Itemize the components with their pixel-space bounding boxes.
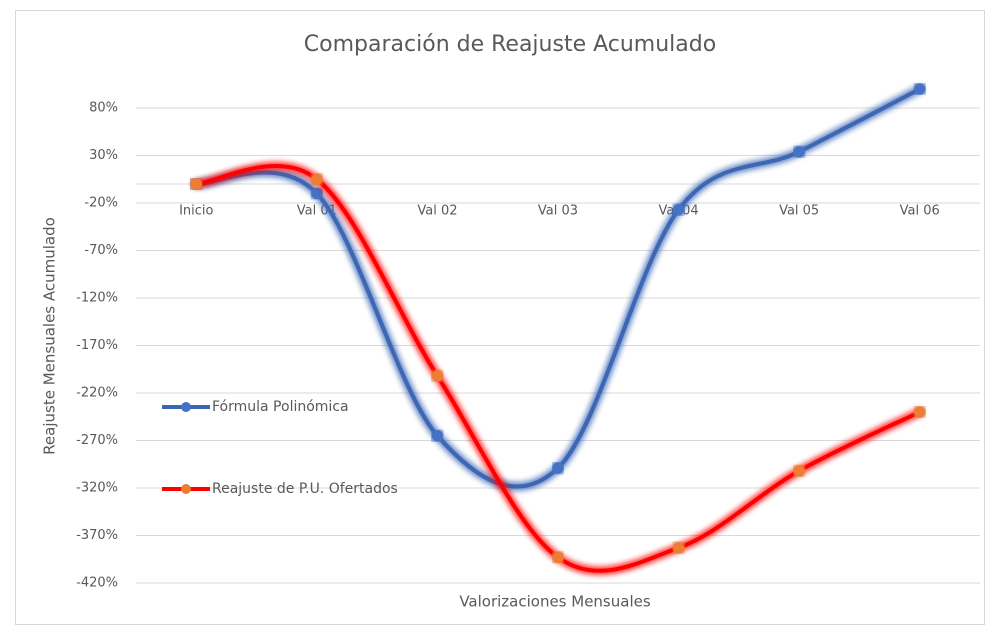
legend-marker (181, 484, 191, 494)
y-tick-label: -120% (76, 291, 118, 306)
y-tick-label: -70% (84, 243, 118, 258)
x-tick-label: Val 06 (900, 204, 940, 219)
y-axis-title: Reajuste Mensuales Acumulado (41, 217, 59, 455)
series-marker (431, 370, 443, 382)
chart-frame (15, 10, 985, 625)
legend-label: Reajuste de P.U. Ofertados (212, 481, 398, 497)
series-marker (431, 430, 443, 442)
series-marker (673, 542, 685, 554)
legend-label: Fórmula Polinómica (212, 399, 349, 415)
series-marker (914, 406, 926, 418)
y-tick-label: -370% (76, 528, 118, 543)
x-tick-label: Val 05 (779, 204, 819, 219)
y-tick-label: -20% (84, 196, 118, 211)
series-marker (914, 83, 926, 95)
series-marker (552, 462, 564, 474)
x-tick-label: Inicio (179, 204, 213, 219)
chart-title: Comparación de Reajuste Acumulado (304, 32, 716, 57)
x-axis-title: Valorizaciones Mensuales (459, 593, 651, 611)
series-marker (673, 204, 685, 216)
y-tick-label: -270% (76, 433, 118, 448)
x-tick-label: Val 02 (417, 204, 457, 219)
series-marker (190, 178, 202, 190)
y-tick-label: -220% (76, 386, 118, 401)
y-tick-label: -420% (76, 576, 118, 591)
series-marker (311, 188, 323, 199)
y-tick-label: -170% (76, 338, 118, 353)
y-tick-label: 80% (89, 101, 118, 116)
y-tick-label: -320% (76, 481, 118, 496)
series-marker (311, 173, 323, 185)
legend-marker (181, 402, 191, 412)
x-tick-label: Val 03 (538, 204, 578, 219)
y-tick-label: 30% (89, 148, 118, 163)
series-marker (793, 465, 805, 477)
series-marker (793, 146, 805, 158)
series-marker (552, 551, 564, 563)
